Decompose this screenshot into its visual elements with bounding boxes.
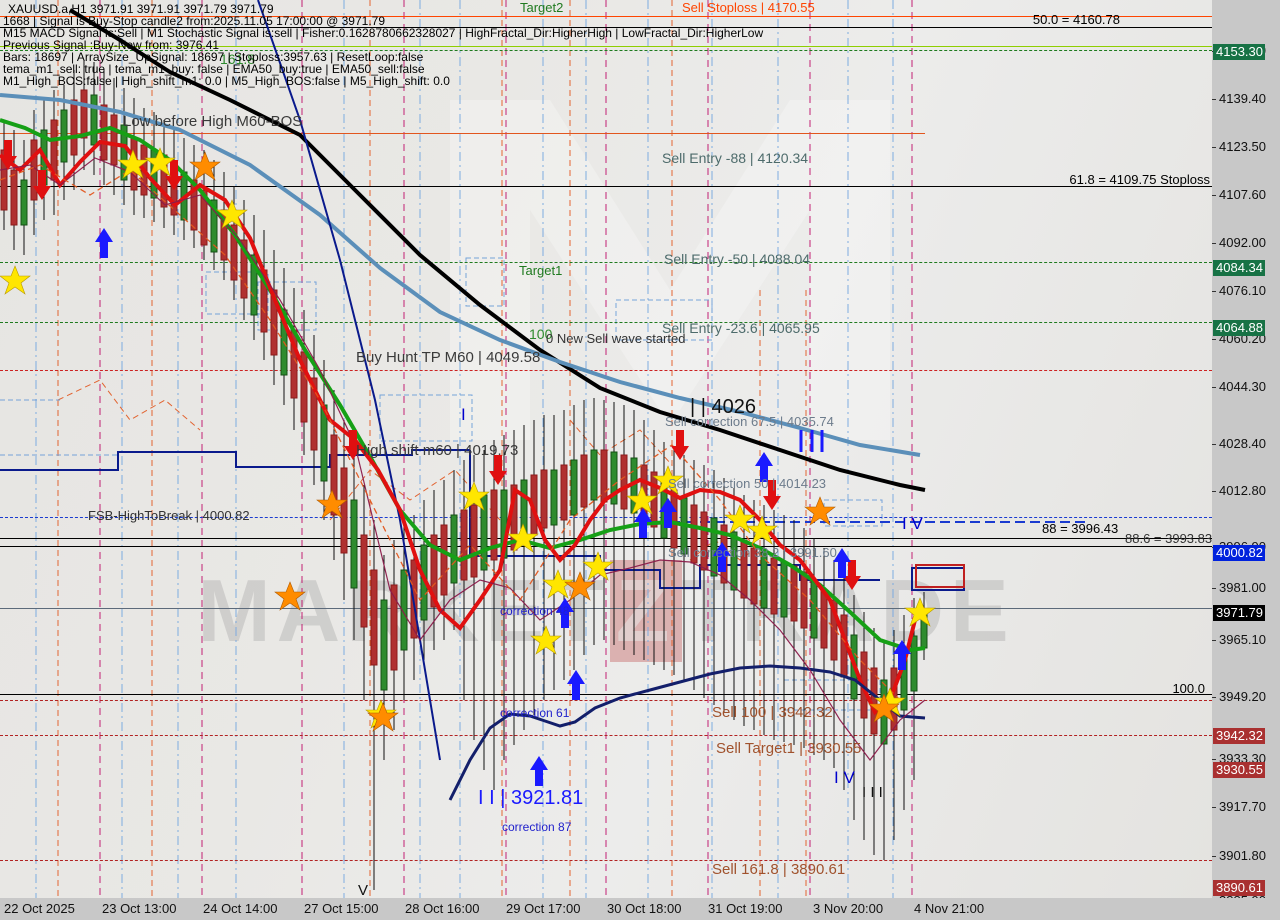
low-before-high-label: Low before High M60-BOS (123, 113, 303, 130)
time-tick-label: 27 Oct 15:00 (304, 901, 379, 916)
price-tick (1212, 640, 1216, 641)
time-tick-label: 23 Oct 13:00 (102, 901, 177, 916)
candlestick-series (0, 60, 928, 890)
price-tick-label: 4139.40 (1219, 91, 1266, 106)
correction-87-label: correction 87 (502, 820, 572, 834)
info-line-6: M1_High_BOS:false | High_shift_m1: 0.0 |… (3, 74, 450, 88)
price-badge[interactable]: 4000.82 (1213, 545, 1265, 561)
wave-iv-2-label: I V (834, 768, 855, 787)
price-tick-label: 3981.00 (1219, 580, 1266, 595)
price-badge[interactable]: 3930.55 (1213, 762, 1265, 778)
target1-label: Target1 (519, 263, 563, 278)
correction-48-label: correction 48 (500, 604, 570, 618)
price-tick (1212, 99, 1216, 100)
time-tick-label: 28 Oct 16:00 (405, 901, 480, 916)
price-tick (1212, 339, 1216, 340)
price-tick (1212, 147, 1216, 148)
market-trade-watermark: MARKETZTRADE (197, 560, 1015, 662)
time-tick-label: 29 Oct 17:00 (506, 901, 581, 916)
level-3971-grey (0, 608, 1212, 609)
fsb-hightobreak-label: FSB-HighToBreak | 4000.82 (88, 508, 250, 523)
price-tick-label: 4028.40 (1219, 436, 1266, 451)
indicator-overlays (0, 0, 936, 801)
correction-61-label: correction 61 (500, 706, 570, 720)
sell-entry-88-label: Sell Entry -88 | 4120.34 (662, 150, 809, 166)
sell-entry-50-label: Sell Entry -50 | 4088.04 (664, 251, 811, 267)
tema-green-line (0, 118, 926, 653)
sell-100-label: Sell 100 | 3942.32 (712, 704, 833, 721)
price-tick-label: 3965.10 (1219, 632, 1266, 647)
level-3993-black (0, 546, 1212, 547)
sell-target1-label: Sell Target1 | 3930.55 (716, 740, 862, 757)
sell-corr-382-label: Sell correction 38.2 | 3991.60 (668, 545, 837, 560)
sell-1618-label: Sell 161.8 | 3890.61 (712, 861, 846, 878)
price-axis[interactable]: 4155.304139.404123.504107.604092.004076.… (1212, 0, 1280, 908)
time-tick-label: 31 Oct 19:00 (708, 901, 783, 916)
level-3942-red (0, 700, 1212, 701)
wave-iii-3921-label: I I | 3921.81 (478, 787, 584, 809)
price-tick-label: 4092.00 (1219, 235, 1266, 250)
sell-entry-236-label: Sell Entry -23.6 | 4065.95 (662, 320, 820, 336)
price-badge[interactable]: 4084.34 (1213, 260, 1265, 276)
level-4065-green (0, 322, 1212, 323)
wave-v-label: V (358, 882, 369, 899)
price-tick-label: 4123.50 (1219, 139, 1266, 154)
price-tick (1212, 491, 1216, 492)
wave-iv-label: I V (902, 514, 923, 533)
fib-886-label: 88.6 = 3993.83 (1125, 531, 1213, 546)
price-tick (1212, 243, 1216, 244)
time-tick-label: 24 Oct 14:00 (203, 901, 278, 916)
price-tick-label: 3917.70 (1219, 799, 1266, 814)
sell-corr-50-label: Sell correction 50 | 4014.23 (668, 476, 827, 491)
wave-i-label: I (461, 405, 466, 424)
price-tick-label: 3901.80 (1219, 848, 1266, 863)
fib-1000-label: 100.0 (1172, 681, 1205, 696)
price-tick (1212, 291, 1216, 292)
wave-iii-2-label: I I I (862, 784, 883, 801)
level-3996-black (0, 538, 1212, 539)
broker-logo-watermark (450, 100, 890, 440)
ma-blue-line (0, 93, 921, 457)
fib-88-label: 88 = 3996.43 (1042, 521, 1119, 536)
price-tick (1212, 807, 1216, 808)
time-tick-label: 3 Nov 20:00 (813, 901, 884, 916)
sell-corr-675-label: Sell correction 67.5 | 4035.74 (665, 414, 834, 429)
fractal-stars (0, 147, 936, 732)
level-4088-green (0, 262, 1212, 263)
price-tick-label: 4012.80 (1219, 483, 1266, 498)
price-tick (1212, 697, 1216, 698)
fib-50-label: 50.0 = 4160.78 (1032, 12, 1120, 27)
price-tick (1212, 856, 1216, 857)
price-tick (1212, 387, 1216, 388)
price-tick-label: 4076.10 (1219, 283, 1266, 298)
high-shift-m60-label: High shift m60 | 4019.73 (356, 442, 519, 459)
price-tick-label: 4044.30 (1219, 379, 1266, 394)
price-tick (1212, 759, 1216, 760)
time-axis[interactable]: 22 Oct 2025 23 Oct 13:00 24 Oct 14:00 27 Oc… (0, 898, 1280, 920)
chart-grid-and-indicator-lines (0, 0, 1090, 898)
price-tick (1212, 588, 1216, 589)
level-4049-red (0, 370, 1212, 371)
price-badge[interactable]: 4153.30 (1213, 44, 1265, 60)
price-tick-label: 4107.60 (1219, 187, 1266, 202)
price-badge[interactable]: 3890.61 (1213, 880, 1265, 896)
level-4120-orange (0, 133, 925, 134)
buy-hunt-tp-label: Buy Hunt TP M60 | 4049.58 (356, 349, 541, 366)
price-badge[interactable]: 3971.79 (1213, 605, 1265, 621)
time-tick-label: 30 Oct 18:00 (607, 901, 682, 916)
chart-plot-area[interactable]: MARKETZTRADE (0, 0, 1213, 899)
time-tick-label: 22 Oct 2025 (4, 901, 75, 916)
level-3930-red (0, 735, 1212, 736)
target2-label: Target2 (520, 0, 564, 15)
price-tick (1212, 444, 1216, 445)
price-tick-label: 3949.20 (1219, 689, 1266, 704)
time-tick-label: 4 Nov 21:00 (914, 901, 985, 916)
price-tick (1212, 195, 1216, 196)
fib-618-label: 61.8 = 4109.75 Stoploss (1069, 172, 1210, 187)
price-badge[interactable]: 4064.88 (1213, 320, 1265, 336)
price-badge[interactable]: 3942.32 (1213, 728, 1265, 744)
level-3890-red (0, 860, 1212, 861)
new-sell-wave-label: 0 New Sell wave started (546, 331, 686, 346)
